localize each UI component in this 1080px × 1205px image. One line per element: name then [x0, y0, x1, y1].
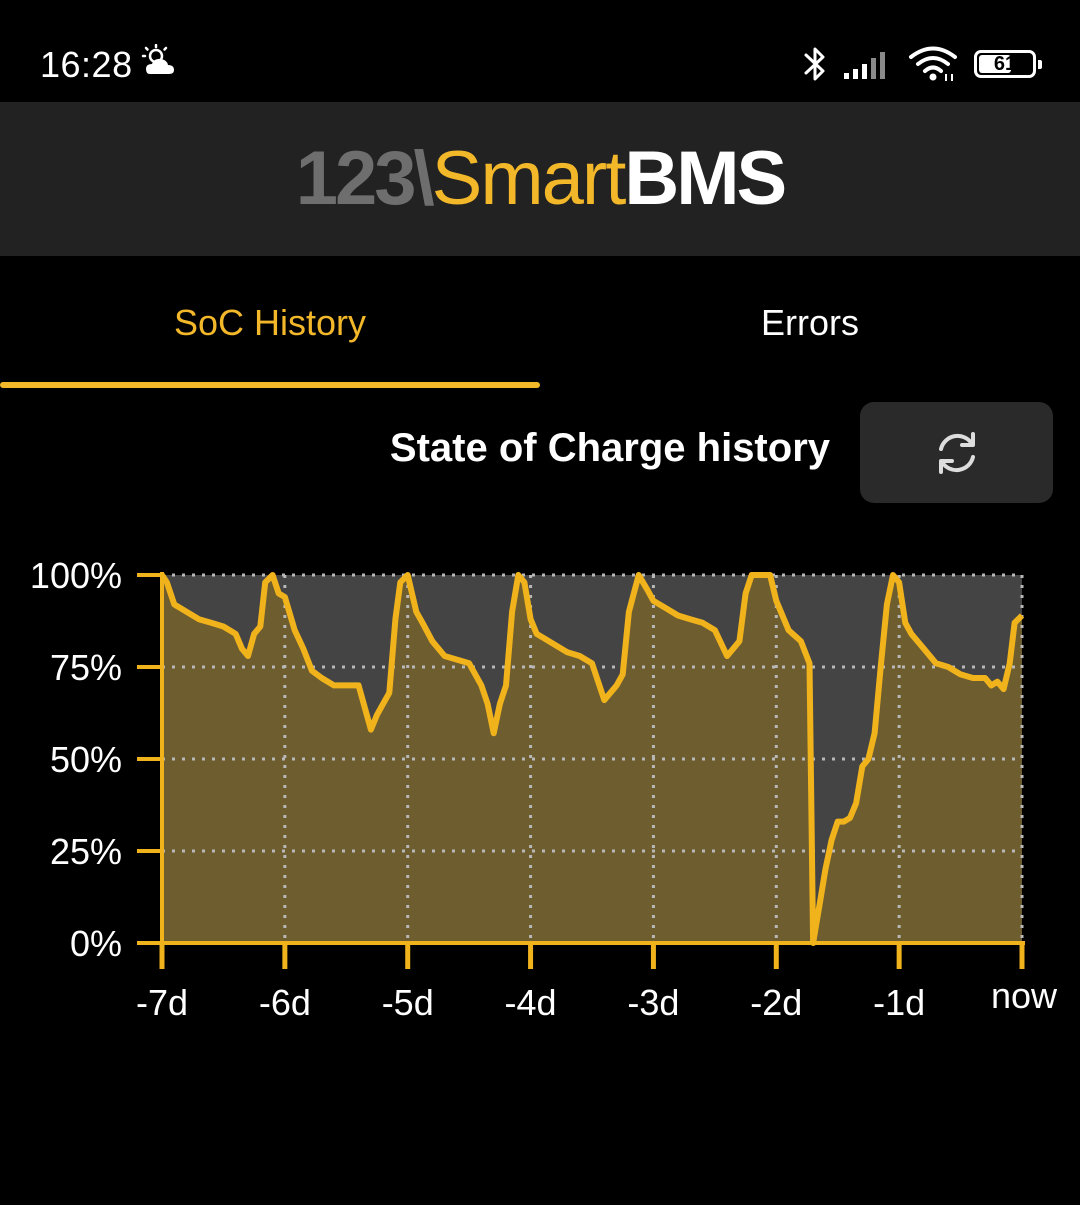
x-tick-label: -3d — [627, 982, 679, 1023]
tab-bar: SoC History Errors — [0, 256, 1080, 390]
x-tick-label: -6d — [259, 982, 311, 1023]
y-tick-label: 75% — [50, 647, 122, 688]
status-time: 16:28 — [40, 44, 133, 85]
active-tab-indicator — [0, 382, 540, 388]
status-icons: 61 — [802, 44, 1042, 84]
logo-number: 123\ — [295, 136, 435, 221]
y-tick-label: 50% — [50, 739, 122, 780]
bluetooth-icon — [804, 47, 825, 81]
app-header: 123\SmartBMS — [0, 102, 1080, 256]
x-tick-label: -4d — [505, 982, 557, 1023]
tab-errors[interactable]: Errors — [761, 302, 859, 343]
cellular-signal-icon — [844, 52, 885, 79]
soc-history-chart: 0% 25% 50% 75% 100% -7d -6d -5d -4d -3d -2d -1d now — [30, 555, 1058, 1023]
wifi-icon — [909, 46, 957, 81]
x-tick-label: -2d — [750, 982, 802, 1023]
app-logo: 123\SmartBMS — [296, 141, 788, 217]
tab-soc-history[interactable]: SoC History — [173, 302, 367, 343]
y-tick-label: 0% — [70, 923, 122, 964]
refresh-icon — [938, 431, 975, 474]
battery-indicator: 61 — [974, 50, 1042, 78]
partly-cloudy-icon — [141, 44, 174, 74]
chart-title: State of Charge history — [389, 426, 830, 470]
soc-line — [159, 572, 1025, 946]
y-tick-label: 100% — [30, 555, 122, 596]
battery-fill — [979, 55, 1011, 73]
x-tick-label: -1d — [873, 982, 925, 1023]
logo-bms: BMS — [624, 136, 787, 221]
x-tick-label: -5d — [382, 982, 434, 1023]
y-tick-label: 25% — [50, 831, 122, 872]
battery-level: 61 — [993, 52, 1017, 75]
refresh-button[interactable] — [860, 402, 1053, 503]
status-bar: 16:28 61 — [0, 0, 1080, 102]
logo-smart: Smart — [431, 136, 627, 221]
x-tick-label: now — [991, 975, 1058, 1016]
x-tick-label: -7d — [136, 982, 188, 1023]
